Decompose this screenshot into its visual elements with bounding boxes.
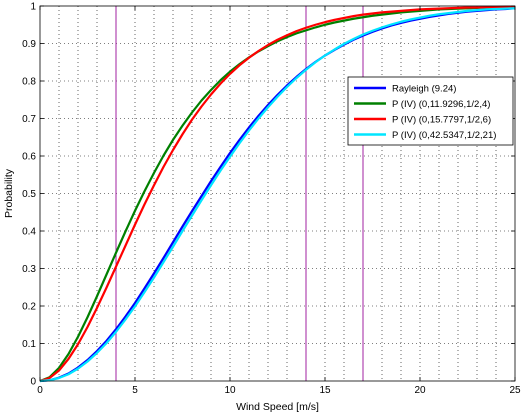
x-tick-label: 0: [37, 385, 43, 396]
y-tick-label: 0.3: [22, 264, 36, 275]
y-axis-label: Probability: [3, 168, 15, 218]
x-tick-label: 10: [224, 385, 236, 396]
legend-entry: P (IV) (0,15.7797,1/2,6): [392, 115, 491, 126]
y-tick-labels: 0 0.1 0.2 0.3 0.4 0.5 0.6 0.7 0.8 0.9 1: [22, 2, 36, 388]
series-line-3: [39, 5, 515, 383]
plot-background: [40, 6, 515, 381]
x-tick-label: 20: [414, 385, 426, 396]
axis-ticks: [39, 5, 516, 382]
y-tick-label: 0.7: [22, 114, 36, 125]
x-tick-label: 25: [509, 385, 521, 396]
y-tick-label: 0: [30, 377, 36, 388]
y-tick-label: 0.8: [22, 77, 36, 88]
series-line-4: [39, 7, 516, 383]
y-tick-label: 0.9: [22, 39, 36, 50]
y-tick-label: 0.4: [22, 227, 36, 238]
y-tick-label: 0.1: [22, 339, 36, 350]
legend-entry: P (IV) (0,11.9296,1/2,4): [392, 99, 490, 110]
series-lines: [39, 5, 516, 383]
series-line-1: [39, 7, 516, 383]
legend: Rayleigh (9.24) P (IV) (0,11.9296,1/2,4) P…: [347, 76, 514, 146]
x-axis-label: Wind Speed [m/s]: [236, 401, 319, 413]
x-tick-labels: 0 5 10 15 20 25: [37, 385, 521, 396]
x-tick-label: 5: [132, 385, 138, 396]
y-tick-label: 1: [30, 2, 36, 13]
x-tick-label: 15: [319, 385, 331, 396]
y-tick-label: 0.5: [22, 189, 36, 200]
y-tick-label: 0.6: [22, 152, 36, 163]
legend-entry: Rayleigh (9.24): [392, 84, 456, 95]
y-tick-label: 0.2: [22, 302, 36, 313]
legend-entry: P (IV) (0,42.5347,1/2,21): [392, 130, 496, 141]
